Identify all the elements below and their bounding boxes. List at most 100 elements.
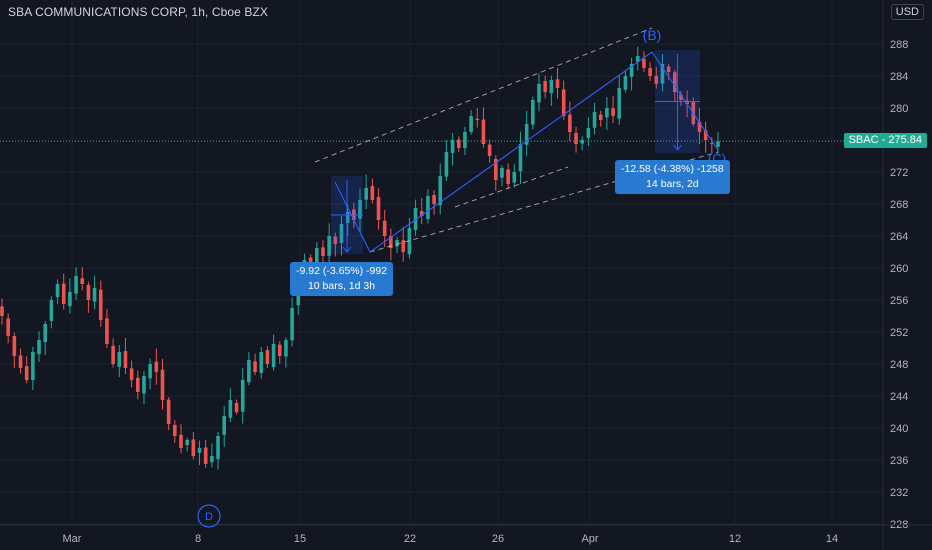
last-price-label: SBAC - 275.84 xyxy=(843,133,927,149)
candle-body xyxy=(339,224,344,243)
candle-body xyxy=(531,100,535,125)
candle-body xyxy=(611,108,615,116)
measure-2-change: -12.58 (-4.38%) -1258 xyxy=(621,163,724,175)
candle-body xyxy=(524,124,529,145)
candle-body xyxy=(710,143,714,145)
candle-body xyxy=(685,100,689,104)
candle-body xyxy=(191,439,196,456)
candle-body xyxy=(105,318,109,344)
candle-body xyxy=(203,447,208,464)
candle-body xyxy=(49,300,54,321)
candle-body xyxy=(660,64,665,84)
measure-1-bars: 10 bars, 1d 3h xyxy=(307,280,376,292)
y-tick-label: 264 xyxy=(890,231,908,243)
y-tick-label: 244 xyxy=(890,391,908,403)
y-tick-label: 288 xyxy=(890,39,908,51)
candle-body xyxy=(568,114,572,132)
y-tick-label: 272 xyxy=(890,167,908,179)
candle-body xyxy=(469,116,473,132)
currency-selector[interactable]: USD xyxy=(890,4,924,20)
candle-body xyxy=(716,141,720,147)
x-tick-label: 8 xyxy=(195,533,201,545)
candle-body xyxy=(555,79,560,88)
y-tick-label: 280 xyxy=(890,103,908,115)
candle-body xyxy=(327,236,331,256)
candle-body xyxy=(635,56,640,62)
candle-body xyxy=(456,139,461,148)
candle-body xyxy=(389,235,393,248)
candle-body xyxy=(333,236,338,244)
y-tick-label: 252 xyxy=(890,327,908,339)
channel-mid-line xyxy=(454,166,569,208)
candle-body xyxy=(185,440,189,446)
candle-body xyxy=(518,144,523,172)
y-tick-label: 240 xyxy=(890,423,908,435)
candle-body xyxy=(277,344,282,356)
price-label-symbol: SBAC xyxy=(848,134,879,147)
candle-body xyxy=(265,350,270,364)
candle-body xyxy=(68,292,72,307)
candle-body xyxy=(92,288,97,302)
candle-body xyxy=(642,58,646,68)
candle-body xyxy=(12,335,17,356)
candle-body xyxy=(370,185,375,200)
candle-body xyxy=(271,344,276,368)
x-tick-label: 15 xyxy=(294,533,306,545)
candle-body xyxy=(123,351,128,368)
measure-box-2[interactable]: -12.58 (-4.38%) -1258 14 bars, 2d xyxy=(615,160,730,194)
candle-body xyxy=(475,118,480,120)
wave-label-b: (B) xyxy=(643,27,662,43)
measure-arrowhead-2 xyxy=(673,144,682,151)
candle-body xyxy=(586,128,591,138)
candle-body xyxy=(364,188,368,200)
candle-body xyxy=(512,172,517,183)
candle-body xyxy=(666,66,671,72)
candle-body xyxy=(703,130,708,140)
candle-body xyxy=(419,211,424,216)
candle-body xyxy=(679,94,683,100)
candle-body xyxy=(549,80,554,94)
candle-body xyxy=(574,133,578,144)
candle-body xyxy=(321,247,325,256)
candle-body xyxy=(142,376,146,394)
candle-body xyxy=(438,176,443,206)
y-tick-label: 232 xyxy=(890,487,908,499)
candle-body xyxy=(487,144,492,156)
candle-body xyxy=(648,68,652,76)
candle-body xyxy=(672,72,677,92)
candle-body xyxy=(345,212,350,223)
candle-body xyxy=(222,416,227,435)
candle-body xyxy=(284,340,288,357)
candle-body xyxy=(259,352,264,373)
measure-box-1[interactable]: -9.92 (-3.65%) -992 10 bars, 1d 3h xyxy=(290,262,394,296)
candle-body xyxy=(617,88,622,119)
candle-body xyxy=(463,132,467,149)
candle-body xyxy=(543,81,547,92)
candle-body xyxy=(0,306,4,316)
x-tick-label: 26 xyxy=(492,533,504,545)
candle-body xyxy=(444,152,449,177)
candle-body xyxy=(537,84,541,103)
candle-body xyxy=(247,360,251,383)
candle-body xyxy=(240,380,245,412)
price-label-value: 275.84 xyxy=(888,134,922,147)
candle-body xyxy=(160,369,165,400)
y-tick-label: 284 xyxy=(890,71,908,83)
candle-body xyxy=(432,194,436,204)
candle-body xyxy=(31,352,35,381)
candle-body xyxy=(500,168,504,178)
candle-body xyxy=(154,361,159,372)
candle-body xyxy=(426,196,430,219)
candle-body xyxy=(210,456,214,463)
candle-body xyxy=(61,283,66,304)
measure-2-bars: 14 bars, 2d xyxy=(646,178,699,190)
candle-body xyxy=(55,284,60,298)
candle-body xyxy=(24,366,29,380)
candle-body xyxy=(413,208,418,230)
channel-upper-line xyxy=(314,27,653,163)
y-tick-label: 256 xyxy=(890,295,908,307)
candle-body xyxy=(506,169,510,184)
candle-body xyxy=(228,400,233,418)
